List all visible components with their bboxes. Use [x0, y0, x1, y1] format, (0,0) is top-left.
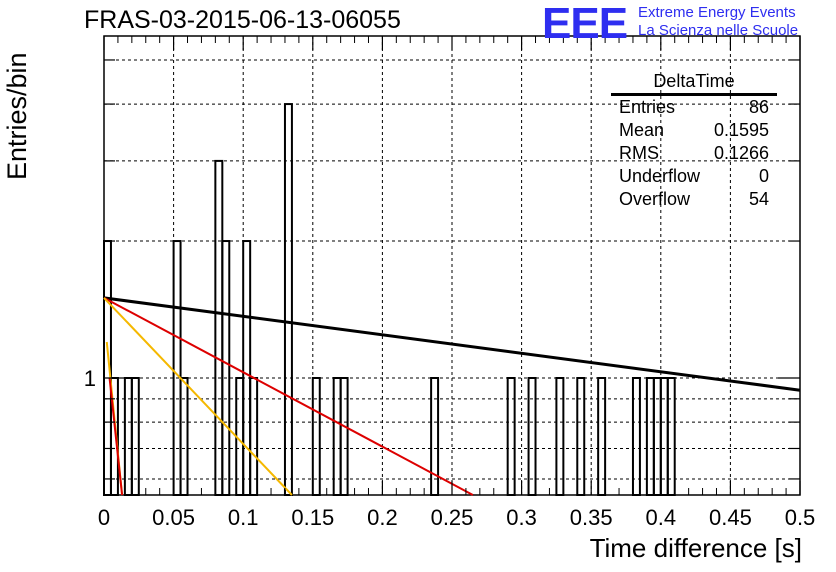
stats-label: RMS — [619, 143, 659, 163]
histogram-bar — [242, 240, 252, 496]
stats-row-underflow: Underflow 0 — [611, 165, 777, 188]
tick-labels: 0 0.05 0.1 0.15 0.2 0.25 0.3 0.35 0.4 0.45 0.5 1 — [84, 366, 816, 530]
y-axis-label: Entries/bin — [2, 52, 32, 180]
stats-title: DeltaTime — [611, 70, 777, 96]
x-tick-label: 0.45 — [709, 505, 752, 530]
histogram-bar — [130, 377, 140, 496]
histogram-bar — [332, 377, 342, 496]
fit-lines — [103, 296, 801, 496]
stats-label: Overflow — [619, 189, 691, 209]
histogram-bar — [221, 240, 231, 496]
x-tick-label: 0.1 — [228, 505, 259, 530]
stats-row-mean: Mean 0.1595 — [611, 119, 777, 142]
histogram-bar — [339, 377, 349, 496]
logo-line-2: La Scienza nelle Scuole — [638, 22, 799, 39]
fit-line — [108, 377, 124, 496]
stats-label: Mean — [619, 120, 665, 140]
stats-box: DeltaTime Entries 86 Mean 0.1595 RMS 0.1… — [611, 70, 777, 211]
histogram-bar — [179, 377, 189, 496]
stats-row-entries: Entries 86 — [611, 96, 777, 119]
x-tick-label: 0.4 — [646, 505, 677, 530]
logo-text: Extreme Energy Events La Scienza nelle S… — [638, 4, 798, 40]
x-tick-label: 0.25 — [431, 505, 474, 530]
stats-row-rms: RMS 0.1266 — [611, 142, 777, 165]
stats-value: 0.1266 — [713, 143, 769, 163]
histogram-bar — [631, 377, 641, 496]
histogram-bar — [430, 377, 440, 496]
logo-mark: EEE — [542, 0, 628, 48]
eee-logo: EEE Extreme Energy Events La Scienza nel… — [542, 0, 798, 48]
stats-value: 54 — [748, 189, 769, 209]
histogram-bar — [123, 377, 133, 496]
x-tick-label: 0.05 — [152, 505, 195, 530]
x-tick-label: 0 — [98, 505, 110, 530]
histogram-bar — [506, 377, 516, 496]
fit-line — [103, 297, 293, 496]
stats-value: 0.1595 — [713, 120, 769, 140]
run-title: FRAS-03-2015-06-13-06055 — [84, 6, 401, 34]
axis-ticks — [103, 36, 801, 495]
x-tick-label: 0.15 — [291, 505, 334, 530]
histogram-bar — [283, 103, 293, 496]
histogram-bar — [555, 377, 565, 496]
histogram-bar — [214, 159, 224, 497]
y-tick-label: 1 — [84, 366, 96, 391]
histogram-bar — [652, 377, 662, 496]
histogram-bars — [103, 103, 676, 497]
x-tick-label: 0.2 — [367, 505, 398, 530]
histogram-bar — [659, 377, 669, 496]
x-tick-label: 0.35 — [570, 505, 613, 530]
fit-line — [103, 296, 474, 496]
stats-label: Underflow — [619, 166, 701, 186]
histogram-bar — [645, 377, 655, 496]
logo-line-1: Extreme Energy Events — [638, 4, 796, 21]
stats-value: 0 — [758, 166, 769, 186]
x-tick-label: 0.5 — [785, 505, 816, 530]
x-tick-label: 0.3 — [506, 505, 537, 530]
histogram-bar — [172, 240, 182, 496]
histogram-bar — [666, 377, 676, 496]
histogram-bar — [311, 377, 321, 496]
histogram-bar — [597, 377, 607, 496]
stats-row-overflow: Overflow 54 — [611, 188, 777, 211]
histogram-bar — [576, 377, 586, 496]
stats-value: 86 — [748, 97, 769, 117]
x-axis-label: Time difference [s] — [589, 533, 802, 563]
stats-label: Entries — [619, 97, 676, 117]
histogram-bar — [249, 377, 259, 496]
fit-line — [103, 296, 801, 392]
histogram-bar — [527, 377, 537, 496]
